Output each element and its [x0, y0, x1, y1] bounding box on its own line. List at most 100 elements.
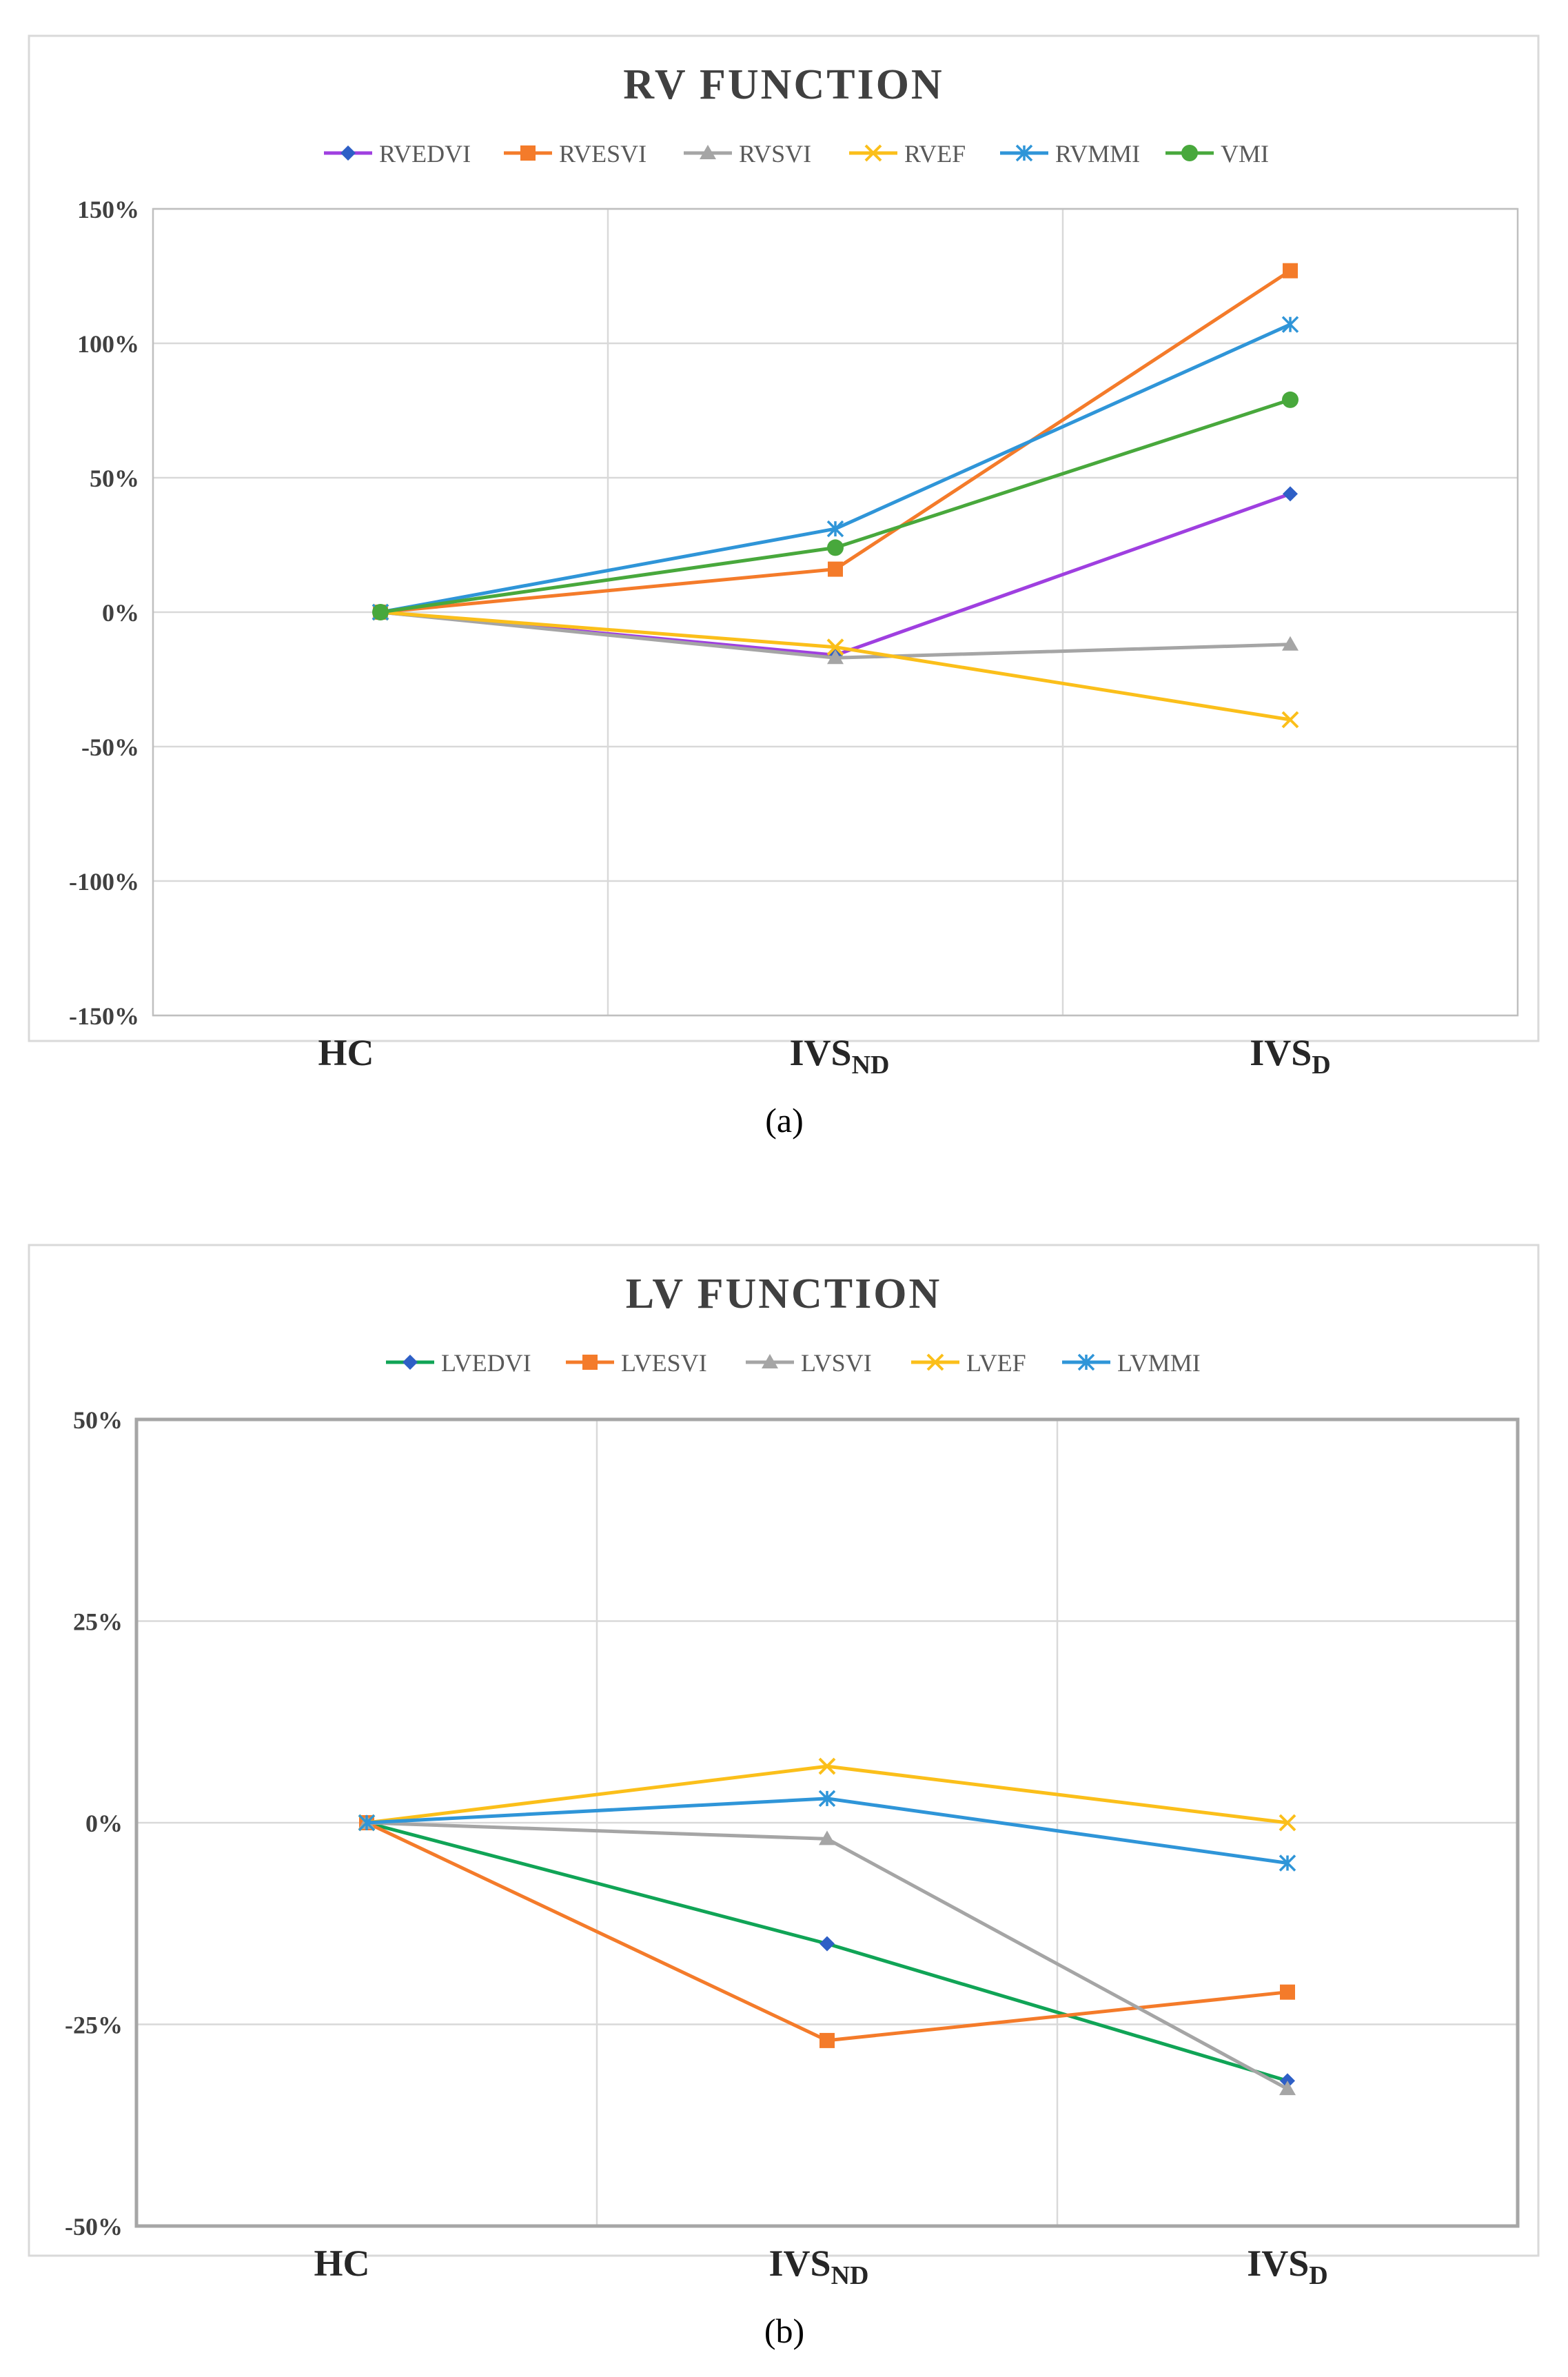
- rv-gridlines: [152, 208, 1519, 1017]
- legend-entry-lvedvi: LVEDVI: [386, 1349, 531, 1377]
- y-tick-label: -50%: [81, 734, 139, 761]
- rv-y-axis: 150% 100% 50% 0% -50% -100% -150%: [69, 196, 139, 1030]
- y-tick-label: 0%: [102, 599, 139, 627]
- lv-function-chart: LV FUNCTION LVEDVI LVESVI LVSVI LVEF LVMMI 5…: [28, 1244, 1540, 2290]
- rv-chart-title: RV FUNCTION: [623, 61, 944, 108]
- legend-entry-rvesvi: RVESVI: [504, 140, 646, 168]
- legend-entry-vmi-label: VMI: [1221, 140, 1269, 168]
- y-tick-label: -25%: [65, 2012, 123, 2039]
- data-point-rvmmi: [826, 520, 844, 538]
- x-category-label: HC: [314, 2243, 370, 2284]
- legend-entry-rvedvi-marker: [340, 145, 356, 161]
- legend-entry-rvsvi-marker: [700, 145, 716, 159]
- data-point-rvef-stroke-2: [1281, 711, 1299, 729]
- plot-border: [152, 208, 1519, 1017]
- legend-entry-vmi: VMI: [1165, 140, 1269, 168]
- lv-chart-frame: [28, 1244, 1540, 2257]
- y-tick-label: 100%: [77, 330, 139, 358]
- legend-entry-lvsvi: LVSVI: [746, 1349, 872, 1377]
- legend-entry-rvesvi-marker: [520, 145, 536, 161]
- y-tick-label: 25%: [73, 1608, 123, 1636]
- data-point-rvsvi: [827, 649, 844, 665]
- data-point-lvesvi: [819, 2032, 835, 2048]
- data-point-lvef-stroke-2: [818, 1757, 836, 1775]
- rv-legend: RVEDVI RVESVI RVSVI RVEF RVMMI VMI: [324, 140, 1269, 168]
- y-tick-label: 50%: [73, 1406, 123, 1434]
- data-point-rvesvi: [828, 561, 843, 577]
- data-point-rvesvi: [1283, 263, 1298, 279]
- series-lvef: [358, 1757, 1296, 1832]
- rv-function-chart: RV FUNCTION RVEDVI RVESVI RVSVI RVEF RVMMI VM…: [28, 34, 1540, 1080]
- legend-entry-lvsvi-label: LVSVI: [801, 1349, 872, 1377]
- panel-label-a: (a): [765, 1101, 804, 1140]
- lv-gridlines: [134, 1417, 1520, 2228]
- y-tick-label: -150%: [69, 1002, 139, 1030]
- data-point-lvsvi: [1279, 2081, 1296, 2096]
- data-point-lvmmi: [818, 1790, 836, 1808]
- rv-series: [371, 263, 1299, 729]
- data-point-rvef: [1281, 711, 1299, 729]
- legend-entry-rvef-marker-stroke-2: [864, 144, 882, 162]
- data-point-vmi: [1282, 391, 1299, 408]
- legend-entry-lvmmi-label: LVMMI: [1117, 1349, 1201, 1377]
- data-point-lvef-stroke-2: [1279, 1814, 1296, 1832]
- lv-y-axis: 50% 25% 0% -25% -50%: [65, 1406, 123, 2241]
- data-point-rvedvi: [1283, 486, 1298, 502]
- legend-entry-lvesvi-label: LVESVI: [621, 1349, 707, 1377]
- legend-entry-rvef-label: RVEF: [904, 140, 966, 168]
- data-point-vmi: [827, 539, 844, 556]
- legend-entry-rvmmi: RVMMI: [1000, 140, 1140, 168]
- legend-entry-rvef: RVEF: [849, 140, 966, 168]
- legend-entry-rvedvi-label: RVEDVI: [379, 140, 471, 168]
- x-category-label: IVSND: [769, 2243, 869, 2290]
- legend-entry-rvedvi: RVEDVI: [324, 140, 471, 168]
- data-point-rvsvi: [1282, 636, 1299, 651]
- data-point-lvesvi: [1280, 1984, 1295, 2000]
- y-tick-label: -50%: [65, 2213, 123, 2241]
- legend-entry-lvedvi-marker: [403, 1355, 418, 1370]
- legend-entry-lvesvi: LVESVI: [566, 1349, 707, 1377]
- lv-x-axis: HC IVSND IVSD: [314, 2243, 1328, 2290]
- data-point-vmi: [372, 604, 389, 620]
- data-point-lvsvi: [819, 1830, 835, 1845]
- legend-entry-lvmmi: LVMMI: [1062, 1349, 1201, 1377]
- data-point-rvef-stroke-2: [826, 638, 844, 656]
- legend-entry-lvmmi-marker: [1077, 1353, 1095, 1371]
- x-category-label: HC: [318, 1032, 374, 1073]
- y-tick-label: 50%: [90, 465, 139, 492]
- legend-entry-lvef-marker-stroke-2: [926, 1353, 944, 1371]
- data-point-rvef: [826, 638, 844, 656]
- lv-series: [358, 1757, 1296, 2096]
- legend-entry-rvmmi-marker: [1015, 144, 1033, 162]
- series-vmi: [372, 391, 1299, 620]
- x-category-label: IVSD: [1247, 2243, 1328, 2290]
- data-point-lvmmi: [1279, 1854, 1296, 1872]
- data-point-lvmmi: [358, 1814, 376, 1832]
- legend-entry-rvsvi: RVSVI: [684, 140, 811, 168]
- y-tick-label: 150%: [77, 196, 139, 223]
- series-lvmmi: [358, 1790, 1296, 1872]
- legend-entry-rvef-marker: [864, 144, 882, 162]
- legend-entry-rvesvi-label: RVESVI: [559, 140, 646, 168]
- plot-border: [134, 1417, 1520, 2228]
- data-point-lvedvi: [819, 1936, 835, 1952]
- data-point-rvmmi: [1281, 316, 1299, 333]
- legend-entry-lvef-marker: [926, 1353, 944, 1371]
- data-point-lvef: [818, 1757, 836, 1775]
- legend-entry-rvmmi-label: RVMMI: [1055, 140, 1140, 168]
- legend-entry-lvedvi-label: LVEDVI: [441, 1349, 531, 1377]
- panel-label-b: (b): [764, 2312, 805, 2350]
- lv-chart-title: LV FUNCTION: [626, 1271, 942, 1317]
- x-category-label: IVSD: [1250, 1032, 1331, 1080]
- y-tick-label: 0%: [85, 1810, 123, 1837]
- x-category-label: IVSND: [790, 1032, 890, 1080]
- legend-entry-lvsvi-marker: [762, 1354, 778, 1368]
- lv-legend: LVEDVI LVESVI LVSVI LVEF LVMMI: [386, 1349, 1201, 1377]
- data-point-lvef: [1279, 1814, 1296, 1832]
- legend-entry-lvef: LVEF: [911, 1349, 1026, 1377]
- legend-entry-rvsvi-label: RVSVI: [739, 140, 811, 168]
- legend-entry-vmi-marker: [1181, 145, 1198, 161]
- rv-x-axis: HC IVSND IVSD: [318, 1032, 1331, 1080]
- legend-entry-lvesvi-marker: [582, 1355, 598, 1370]
